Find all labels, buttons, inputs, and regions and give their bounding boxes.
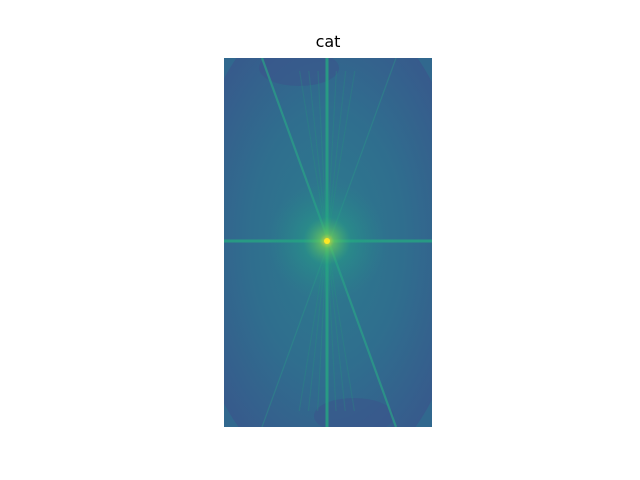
heatmap-dark-patch — [259, 58, 339, 86]
heatmap-center-peak — [324, 238, 330, 244]
heatmap-dark-patch — [314, 398, 394, 427]
heatmap-svg — [224, 58, 432, 427]
plot-title: cat — [315, 32, 341, 51]
heatmap-image — [224, 58, 432, 427]
